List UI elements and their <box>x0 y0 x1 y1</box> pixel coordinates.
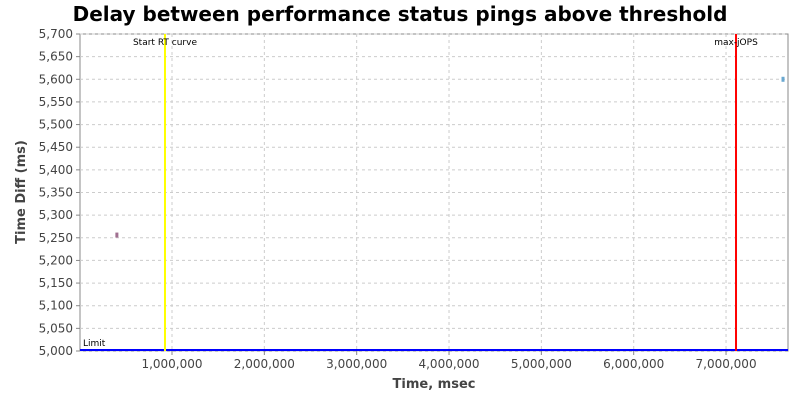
y-tick-label: 5,700 <box>39 27 73 41</box>
chart-title: Delay between performance status pings a… <box>73 2 728 26</box>
y-tick-label: 5,550 <box>39 95 73 109</box>
x-tick-label: 3,000,000 <box>326 357 387 371</box>
y-tick-label: 5,250 <box>39 231 73 245</box>
x-axis-label: Time, msec <box>393 377 476 392</box>
y-tick-label: 5,200 <box>39 253 73 267</box>
y-tick-label: 5,650 <box>39 50 73 64</box>
threshold-label: Limit <box>83 339 106 349</box>
y-tick-label: 5,100 <box>39 299 73 313</box>
x-tick-label: 4,000,000 <box>418 357 479 371</box>
y-tick-label: 5,300 <box>39 208 73 222</box>
y-tick-label: 5,500 <box>39 118 73 132</box>
y-tick-label: 5,450 <box>39 140 73 154</box>
x-tick-label: 7,000,000 <box>696 357 757 371</box>
data-point <box>115 232 119 238</box>
x-tick-label: 2,000,000 <box>234 357 295 371</box>
y-axis-label: Time Diff (ms) <box>14 140 29 244</box>
marker-label: Start RT curve <box>133 38 197 48</box>
y-tick-label: 5,600 <box>39 72 73 86</box>
y-tick-label: 5,050 <box>39 321 73 335</box>
y-tick-label: 5,150 <box>39 276 73 290</box>
marker-label: max-jOPS <box>714 38 758 48</box>
x-tick-label: 1,000,000 <box>141 357 202 371</box>
x-tick-label: 6,000,000 <box>603 357 664 371</box>
data-point <box>781 76 785 82</box>
y-tick-label: 5,400 <box>39 163 73 177</box>
x-tick-label: 5,000,000 <box>511 357 572 371</box>
y-tick-label: 5,000 <box>39 344 73 358</box>
y-tick-label: 5,350 <box>39 186 73 200</box>
